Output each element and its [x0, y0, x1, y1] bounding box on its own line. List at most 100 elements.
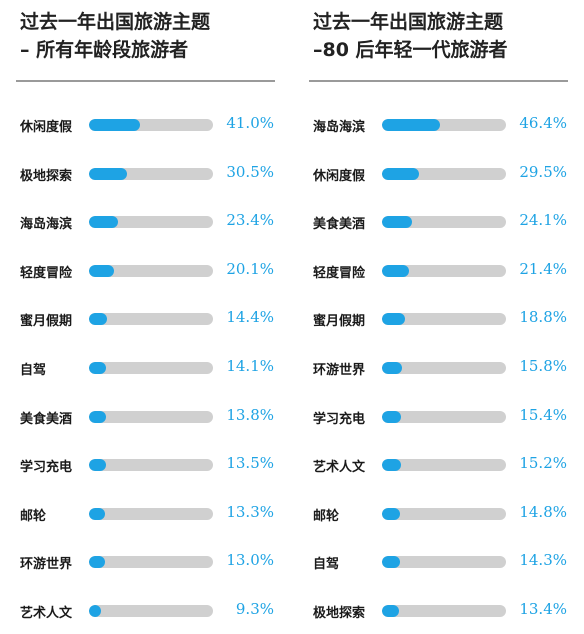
bar-track [89, 313, 213, 326]
bar-track [89, 119, 213, 131]
value-label: 14.4% [226, 308, 274, 327]
bar-row: 自驾 14.1% [16, 356, 286, 380]
bar-track [89, 264, 213, 277]
category-label: 自驾 [313, 557, 340, 573]
chart-title-line-2: –80 后年轻一代旅游者 [313, 39, 508, 61]
value-label: 13.5% [226, 454, 274, 473]
bar-track [382, 119, 506, 131]
chart-all-ages: 过去一年出国旅游主题 – 所有年龄段旅游者 休闲度假 41.0% 极地探索 30.5%… [16, 0, 286, 634]
bar [89, 362, 107, 374]
value-label: 46.4% [519, 114, 567, 132]
bar-track [89, 362, 213, 374]
bar-track [382, 556, 506, 569]
chart-title: 过去一年出国旅游主题 – 所有年龄段旅游者 [20, 8, 210, 64]
bar [382, 119, 440, 131]
category-label: 海岛海滨 [313, 120, 366, 135]
bar-row: 极地探索 30.5% [16, 162, 286, 186]
bar-track [382, 459, 506, 472]
category-label: 学习充电 [20, 460, 73, 476]
bar-row: 轻度冒险 20.1% [16, 259, 286, 283]
bar [382, 216, 412, 229]
category-label: 蜜月假期 [20, 314, 73, 330]
bar-row: 自驾 14.3% [309, 550, 579, 574]
category-label: 环游世界 [313, 363, 366, 378]
bar [89, 313, 107, 326]
bar-track [89, 167, 213, 180]
value-label: 20.1% [226, 259, 274, 278]
bar [89, 410, 107, 423]
title-divider [16, 80, 275, 82]
bar [89, 216, 119, 229]
bar [382, 459, 401, 472]
bar-row: 美食美酒 24.1% [309, 210, 579, 234]
bar-track [89, 507, 213, 520]
bar [382, 313, 406, 326]
value-label: 18.8% [519, 308, 567, 327]
bar [382, 362, 402, 374]
category-label: 极地探索 [313, 606, 366, 621]
value-label: 23.4% [226, 211, 274, 230]
bar-track [89, 410, 213, 423]
bar-track [382, 362, 506, 374]
bar [89, 507, 106, 520]
category-label: 美食美酒 [313, 217, 366, 233]
title-divider [309, 80, 568, 82]
value-label: 21.4% [519, 259, 567, 278]
bar-row: 休闲度假 41.0% [16, 113, 286, 137]
category-label: 艺术人文 [20, 606, 73, 621]
value-label: 24.1% [519, 211, 567, 230]
bar-track [382, 507, 506, 520]
bar-row: 休闲度假 29.5% [309, 162, 579, 186]
bar-row: 极地探索 13.4% [309, 599, 579, 623]
chart-post-80s: 过去一年出国旅游主题 –80 后年轻一代旅游者 海岛海滨 46.4% 休闲度假 29.… [309, 0, 579, 634]
bar-row: 艺术人文 15.2% [309, 453, 579, 477]
bar [382, 556, 400, 569]
bar-row: 海岛海滨 46.4% [309, 113, 579, 137]
category-label: 自驾 [20, 363, 47, 378]
bar [382, 410, 402, 423]
bar-track [89, 605, 213, 617]
bar [382, 507, 401, 520]
bar-row: 轻度冒险 21.4% [309, 259, 579, 283]
bar-track [382, 313, 506, 326]
category-label: 轻度冒险 [313, 265, 366, 281]
value-label: 29.5% [519, 162, 567, 181]
chart-title-line-2: – 所有年龄段旅游者 [20, 39, 189, 61]
category-label: 极地探索 [20, 168, 73, 184]
category-label: 邮轮 [313, 508, 340, 524]
chart-title: 过去一年出国旅游主题 –80 后年轻一代旅游者 [313, 8, 508, 64]
bar-track [89, 556, 213, 569]
bar [89, 264, 114, 277]
bar-track [382, 216, 506, 229]
category-label: 学习充电 [313, 411, 366, 427]
value-label: 14.3% [519, 551, 567, 570]
value-label: 13.8% [226, 405, 274, 424]
chart-title-line-1: 过去一年出国旅游主题 [313, 11, 504, 33]
value-label: 15.4% [519, 405, 567, 424]
bar [382, 264, 409, 277]
bar-track [89, 216, 213, 229]
bar-row: 艺术人文 9.3% [16, 599, 286, 623]
value-label: 30.5% [226, 162, 274, 181]
value-label: 41.0% [226, 114, 274, 132]
bar [382, 605, 399, 617]
bar [89, 605, 101, 617]
chart-title-line-1: 过去一年出国旅游主题 [20, 11, 211, 33]
value-label: 13.3% [226, 502, 274, 521]
bar-row: 蜜月假期 18.8% [309, 307, 579, 331]
bar [89, 119, 140, 131]
category-label: 休闲度假 [20, 120, 73, 135]
bar-row: 学习充电 15.4% [309, 405, 579, 429]
value-label: 13.4% [519, 600, 567, 618]
bar-track [382, 264, 506, 277]
value-label: 14.8% [519, 502, 567, 521]
value-label: 13.0% [226, 551, 274, 570]
category-label: 海岛海滨 [20, 217, 73, 233]
bar-row: 学习充电 13.5% [16, 453, 286, 477]
category-label: 休闲度假 [313, 168, 366, 184]
category-label: 环游世界 [20, 557, 73, 573]
bar-row: 美食美酒 13.8% [16, 405, 286, 429]
bar-track [382, 605, 506, 617]
bar-row: 邮轮 13.3% [16, 502, 286, 526]
category-label: 蜜月假期 [313, 314, 366, 330]
